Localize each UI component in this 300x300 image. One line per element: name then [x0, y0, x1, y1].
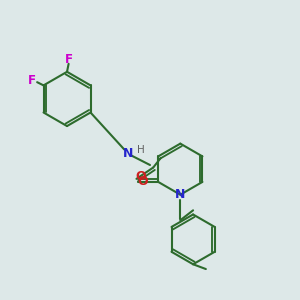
Text: N: N	[122, 147, 133, 160]
Text: F: F	[28, 74, 36, 87]
Text: O: O	[138, 176, 148, 188]
Text: F: F	[64, 53, 73, 66]
Text: N: N	[175, 188, 185, 201]
Text: H: H	[136, 145, 144, 155]
Text: O: O	[135, 170, 146, 183]
